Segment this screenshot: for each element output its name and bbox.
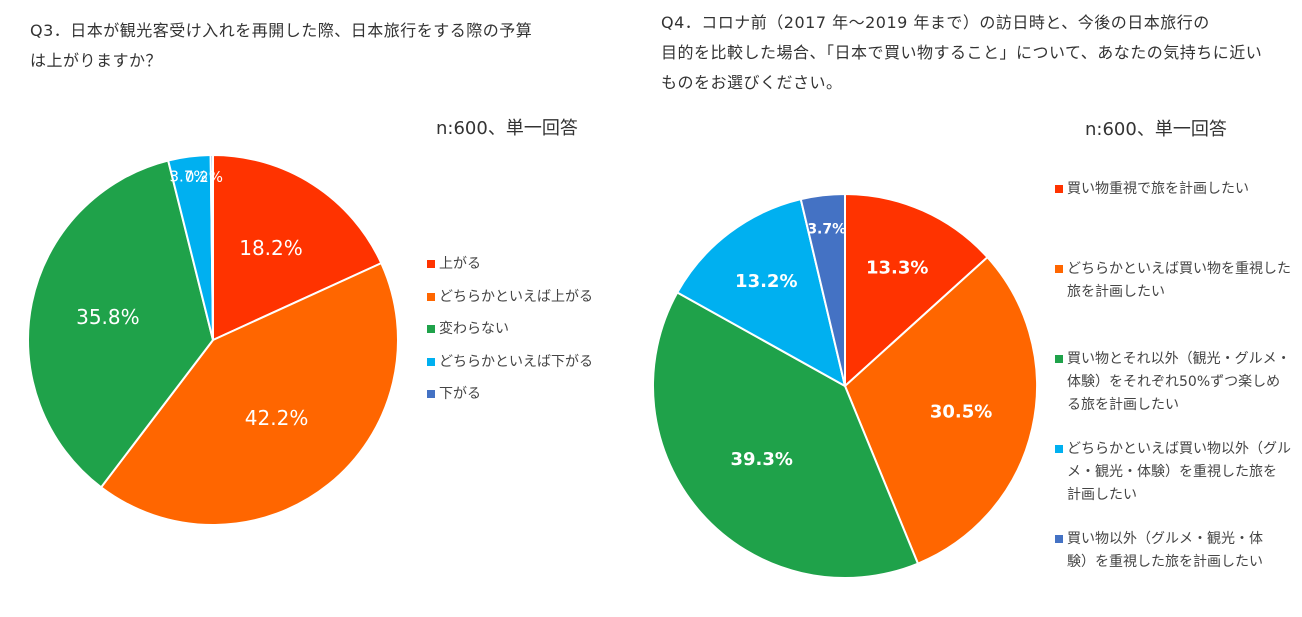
- q3-data-label: 0.2%: [185, 168, 223, 186]
- q4-slice: [675, 197, 847, 388]
- q3-legend-swatch: [427, 357, 435, 366]
- q3-legend-label: どちらかといえば下がる: [439, 353, 593, 370]
- q3-legend-item: どちらかといえば下がる: [427, 351, 593, 384]
- q4-title-line: ものをお選びください。: [661, 73, 843, 92]
- q4-legend-label: 買い物重視で旅を計画したい: [1067, 181, 1249, 197]
- q4-slice: [652, 291, 920, 579]
- q4-legend-item: どちらかといえば買い物を重視した 旅を計画したい: [1055, 258, 1295, 348]
- q3-data-label: 3.7%: [170, 168, 208, 186]
- q3-data-label: 35.8%: [76, 305, 140, 329]
- q4-legend-label: どちらかといえば買い物以外（グル メ・観光・体験）を重視した旅を 計画したい: [1067, 441, 1291, 503]
- q3-title-line: Q3．日本が観光客受け入れを再開した際、日本旅行をする際の予算: [30, 21, 533, 40]
- q4-data-label: 13.3%: [866, 257, 928, 278]
- q4-data-label: 30.5%: [930, 401, 992, 422]
- q4-legend-swatch: [1055, 355, 1063, 363]
- q4-data-label: 39.3%: [730, 449, 792, 470]
- q4-legend-item: どちらかといえば買い物以外（グル メ・観光・体験）を重視した旅を 計画したい: [1055, 438, 1295, 528]
- q3-legend-label: どちらかといえば上がる: [439, 288, 593, 305]
- q3-legend-label: 変わらない: [439, 321, 509, 337]
- q3-title: Q3．日本が観光客受け入れを再開した際、日本旅行をする際の予算 は上がりますか？: [30, 16, 590, 76]
- q3-data-label: 18.2%: [239, 236, 303, 260]
- q3-legend-swatch: [427, 292, 435, 301]
- q4-sample-note: n:600、単一回答: [1085, 119, 1227, 140]
- q4-legend-label: どちらかといえば買い物を重視した 旅を計画したい: [1067, 261, 1291, 300]
- q3-legend-swatch: [427, 390, 435, 398]
- q4-title-line: Q4．コロナ前（2017 年～2019 年まで）の訪日時と、今後の日本旅行の: [661, 13, 1210, 32]
- q3-legend-swatch: [427, 325, 435, 333]
- q3-legend-label: 上がる: [439, 256, 481, 272]
- q3-pie-chart: 18.2% 42.2% 35.8% 3.7%0.2%: [27, 153, 399, 526]
- q3-legend-swatch: [427, 260, 435, 268]
- q4-slice: [844, 192, 989, 389]
- q3-legend: 上がる どちらかといえば上がる 変わらない どちらかといえば下がる 下がる: [427, 253, 593, 416]
- q4-legend-swatch: [1055, 265, 1063, 273]
- q3-sample-note: n:600、単一回答: [436, 118, 578, 139]
- q4-title: Q4．コロナ前（2017 年～2019 年まで）の訪日時と、今後の日本旅行の 目…: [661, 8, 1271, 98]
- q3-slice: [99, 261, 399, 526]
- q4-data-label: 13.2%: [735, 271, 797, 292]
- q3-legend-item: 上がる: [427, 253, 593, 286]
- q4-legend-swatch: [1055, 535, 1063, 543]
- q3-legend-label: 下がる: [439, 386, 481, 402]
- q4-legend: 買い物重視で旅を計画したい どちらかといえば買い物を重視した 旅を計画したい 買…: [1055, 178, 1295, 574]
- q3-title-line: は上がりますか？: [30, 51, 163, 70]
- q4-title-line: 目的を比較した場合、「日本で買い物すること」について、あなたの気持ちに近い: [661, 43, 1263, 62]
- q4-legend-label: 買い物以外（グルメ・観光・体 験）を重視した旅を計画したい: [1067, 531, 1263, 570]
- q4-legend-item: 買い物とそれ以外（観光・グルメ・ 体験）をそれぞれ50%ずつ楽しめ る旅を計画し…: [1055, 348, 1295, 438]
- q4-slice: [843, 255, 1038, 565]
- q4-pie-chart: 13.3% 30.5% 39.3% 13.2% 3.7%: [652, 192, 1038, 579]
- q4-legend-swatch: [1055, 445, 1063, 453]
- q3-slice: [209, 153, 214, 341]
- q4-legend-item: 買い物重視で旅を計画したい: [1055, 178, 1295, 258]
- q4-legend-swatch: [1055, 185, 1063, 193]
- q4-slice: [799, 192, 846, 387]
- q3-legend-item: どちらかといえば上がる: [427, 286, 593, 319]
- q3-legend-item: 変わらない: [427, 318, 593, 351]
- q4-legend-item: 買い物以外（グルメ・観光・体 験）を重視した旅を計画したい: [1055, 528, 1295, 574]
- q3-legend-item: 下がる: [427, 383, 593, 416]
- q3-slice: [212, 153, 383, 342]
- q3-data-label: 42.2%: [245, 406, 309, 430]
- q4-data-label: 3.7%: [807, 222, 846, 238]
- q3-slice: [27, 159, 215, 489]
- q4-legend-label: 買い物とそれ以外（観光・グルメ・ 体験）をそれぞれ50%ずつ楽しめ る旅を計画し…: [1067, 351, 1291, 413]
